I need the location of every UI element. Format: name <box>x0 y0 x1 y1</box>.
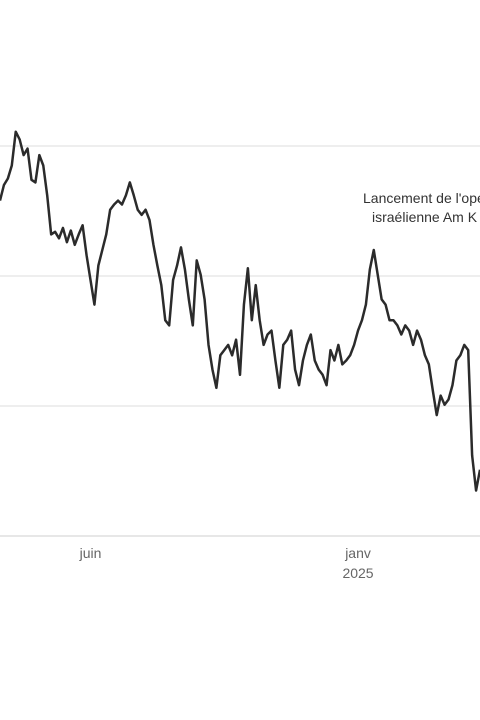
x-tick-year: 2025 <box>342 565 373 581</box>
annotation: Lancement de l'opé <box>363 190 480 206</box>
x-tick-label: janv <box>344 545 371 561</box>
x-tick-label: juin <box>79 545 102 561</box>
price-line <box>0 130 480 492</box>
annotation: israélienne Am K <box>372 209 478 225</box>
